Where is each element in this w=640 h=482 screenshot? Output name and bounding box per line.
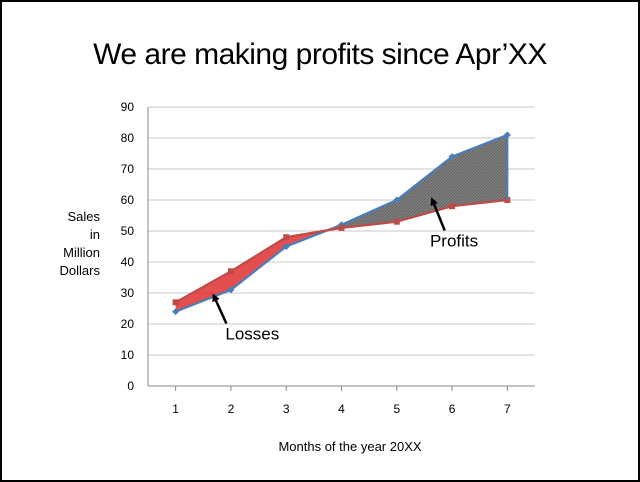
data-point (393, 196, 401, 204)
y-tick-label: 70 (121, 162, 135, 176)
annotation-label: Losses (225, 325, 279, 344)
y-axis-label-line: in (89, 227, 100, 242)
y-axis-label-line: Dollars (59, 263, 100, 278)
x-tick-label: 4 (338, 402, 345, 416)
y-tick-label: 20 (121, 317, 135, 331)
loss-area (175, 230, 328, 312)
profit-area (327, 134, 508, 231)
data-point (172, 299, 179, 306)
data-point (448, 153, 456, 161)
x-tick-label: 7 (504, 402, 511, 416)
data-point (283, 234, 290, 241)
data-point (282, 242, 290, 251)
data-point (449, 203, 456, 210)
y-tick-label: 10 (121, 348, 135, 362)
annotation-arrow (430, 197, 446, 231)
y-axis-label-line: Sales (67, 209, 100, 224)
x-tick-label: 6 (449, 402, 456, 416)
x-tick-label: 1 (172, 402, 179, 416)
data-point (338, 224, 345, 231)
x-tick-label: 3 (283, 402, 290, 416)
chart-title: We are making profits since Apr’XX (93, 38, 547, 71)
annotation-label: Profits (430, 232, 478, 251)
data-point (172, 308, 180, 316)
x-tick-label: 2 (228, 402, 235, 416)
y-tick-label: 50 (121, 224, 135, 238)
y-tick-label: 30 (121, 286, 135, 300)
data-point (393, 218, 400, 225)
y-tick-label: 0 (127, 379, 134, 393)
x-tick-label: 5 (393, 402, 400, 416)
data-point (227, 286, 235, 294)
y-axis-label: Sales in Million Dollars (40, 208, 100, 280)
y-axis-label-line: Million (63, 245, 100, 260)
annotation-arrow (212, 293, 228, 325)
data-point (227, 268, 234, 275)
x-axis-label: Months of the year 20XX (278, 439, 422, 454)
y-tick-label: 60 (121, 193, 135, 207)
y-tick-label: 80 (121, 131, 135, 145)
y-tick-label: 90 (121, 100, 135, 114)
y-tick-label: 40 (121, 255, 135, 269)
